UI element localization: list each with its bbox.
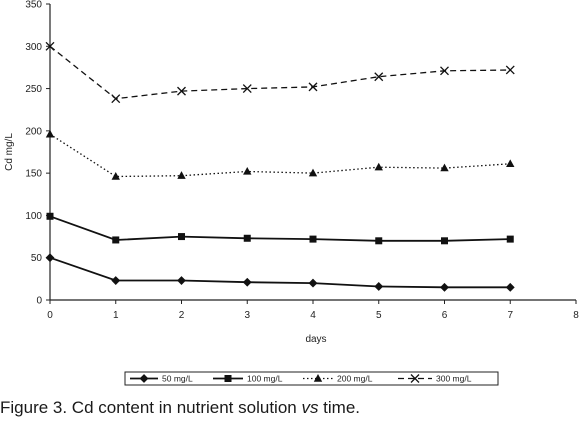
legend-label: 100 mg/L (247, 374, 283, 384)
legend: 50 mg/L 100 mg/L 200 mg/L 300 mg/L (124, 371, 499, 386)
series-line (49, 256, 511, 289)
data-point (46, 212, 54, 220)
y-tick-label: 100 (25, 211, 42, 222)
data-point (440, 66, 449, 76)
x-marker-stroke (410, 374, 420, 383)
x-marker-stroke (440, 66, 449, 76)
legend-marker (224, 375, 232, 382)
data-point (111, 94, 121, 104)
y-tick-label: 0 (36, 296, 42, 307)
data-point (441, 237, 448, 245)
series-line (49, 133, 511, 178)
data-point (177, 276, 186, 285)
x-tick-label: 5 (376, 310, 382, 321)
chart-series (45, 41, 515, 292)
data-point (374, 162, 383, 171)
x-marker-stroke (505, 65, 515, 75)
series-50-mg-l (45, 253, 515, 292)
x-tick-label: 4 (310, 310, 316, 321)
y-tick-label: 250 (25, 84, 42, 95)
series-100-mg-l (46, 212, 514, 245)
data-point (308, 278, 318, 288)
data-point (45, 129, 55, 138)
caption-italic: vs (301, 398, 319, 417)
legend-marker (410, 374, 420, 383)
data-point (309, 235, 317, 243)
x-tick-label: 8 (573, 310, 579, 321)
data-point (505, 65, 515, 75)
data-point (242, 277, 252, 287)
x-marker-stroke (45, 41, 55, 51)
data-point (374, 282, 384, 291)
series-300-mg-l (45, 41, 515, 104)
x-tick-label: 6 (442, 310, 448, 321)
data-point (440, 163, 449, 172)
x-tick-label: 1 (113, 310, 119, 321)
legend-label: 50 mg/L (162, 374, 193, 384)
series-line (49, 215, 511, 242)
data-point (506, 159, 515, 168)
data-point (374, 72, 384, 82)
data-point (45, 253, 55, 263)
data-point (505, 282, 515, 292)
x-tick-label: 2 (179, 310, 185, 321)
y-tick-label: 150 (25, 169, 42, 180)
chart-axes: 0 50 100 150 200 250 300 350 0 1 2 3 4 5 6 7 8 (25, 0, 579, 321)
data-point (308, 82, 318, 92)
line-chart: 0 50 100 150 200 250 300 350 0 1 2 3 4 5 6 7 8 Cd mg/L d… (4, 0, 579, 386)
y-axis-label: Cd mg/L (4, 133, 15, 171)
data-point (177, 86, 186, 96)
series-200-mg-l (45, 129, 515, 180)
legend-marker (139, 374, 149, 383)
data-point (112, 236, 120, 244)
figure-caption: Figure 3. Cd content in nutrient solutio… (0, 398, 360, 418)
data-point (177, 171, 186, 179)
data-point (243, 166, 252, 175)
data-point (111, 172, 120, 180)
x-marker-stroke (242, 84, 252, 94)
series-line (49, 45, 511, 100)
y-tick-label: 50 (31, 253, 43, 264)
x-marker-stroke (308, 82, 318, 92)
x-marker-stroke (177, 86, 186, 96)
legend-label: 300 mg/L (436, 374, 472, 384)
x-tick-label: 3 (244, 310, 250, 321)
x-marker-stroke (111, 94, 121, 104)
x-marker-stroke (374, 72, 384, 82)
data-point (111, 276, 121, 285)
data-point (45, 41, 55, 51)
data-point (308, 168, 318, 177)
x-axis-label: days (305, 334, 326, 345)
y-tick-label: 350 (25, 0, 42, 11)
data-point (506, 235, 514, 243)
caption-prefix: Figure 3. Cd content in nutrient solutio… (0, 398, 302, 417)
data-point (178, 233, 185, 241)
legend-label: 200 mg/L (337, 374, 373, 384)
data-point (242, 84, 252, 94)
caption-suffix: time. (318, 398, 361, 417)
data-point (375, 237, 383, 245)
y-tick-label: 200 (25, 126, 42, 137)
data-point (243, 234, 251, 242)
data-point (440, 282, 449, 292)
y-tick-label: 300 (25, 42, 42, 53)
x-tick-label: 7 (507, 310, 513, 321)
legend-marker (313, 374, 323, 382)
x-tick-label: 0 (47, 310, 53, 321)
